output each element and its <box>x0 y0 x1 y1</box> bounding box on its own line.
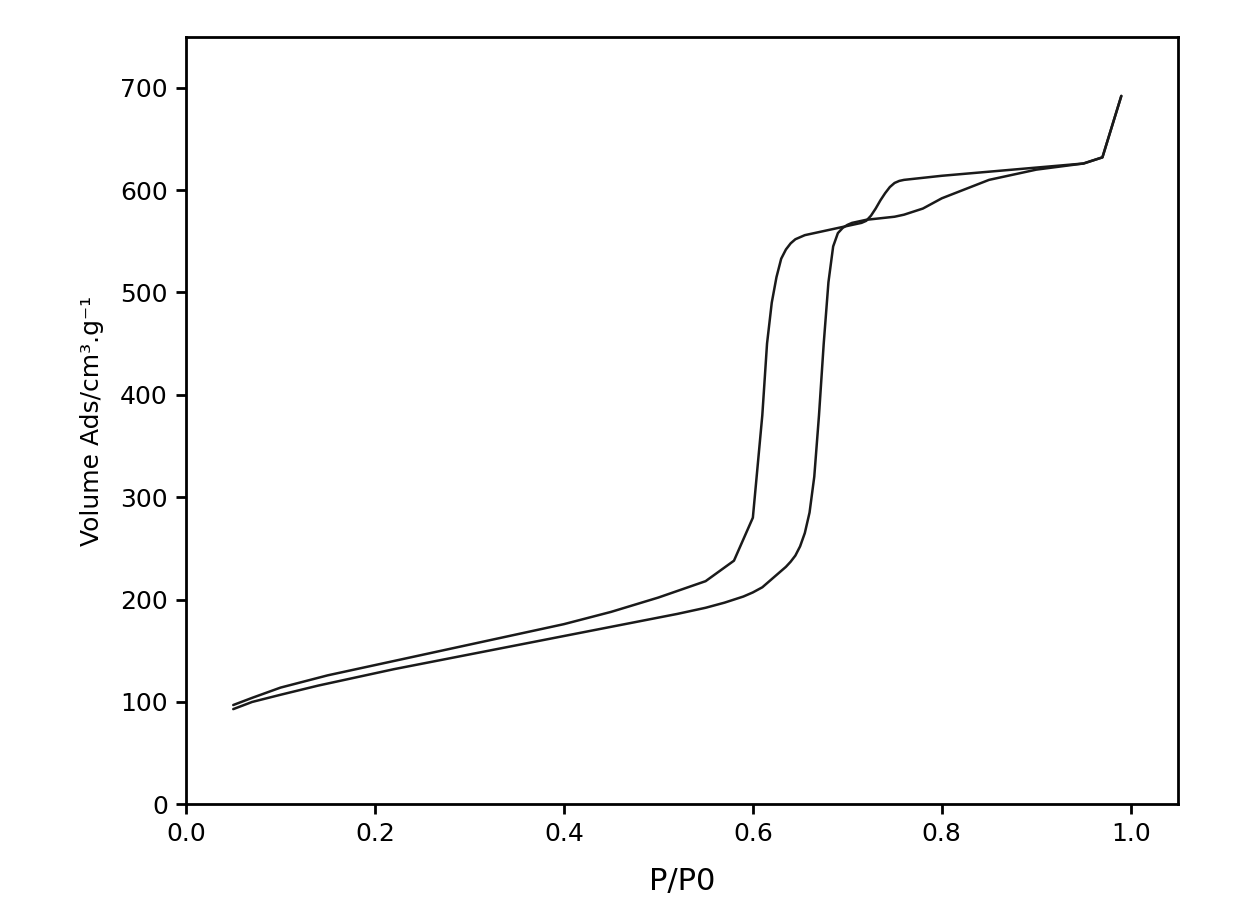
Y-axis label: Volume Ads/cm³.g⁻¹: Volume Ads/cm³.g⁻¹ <box>79 295 103 546</box>
X-axis label: P/P0: P/P0 <box>649 867 715 897</box>
